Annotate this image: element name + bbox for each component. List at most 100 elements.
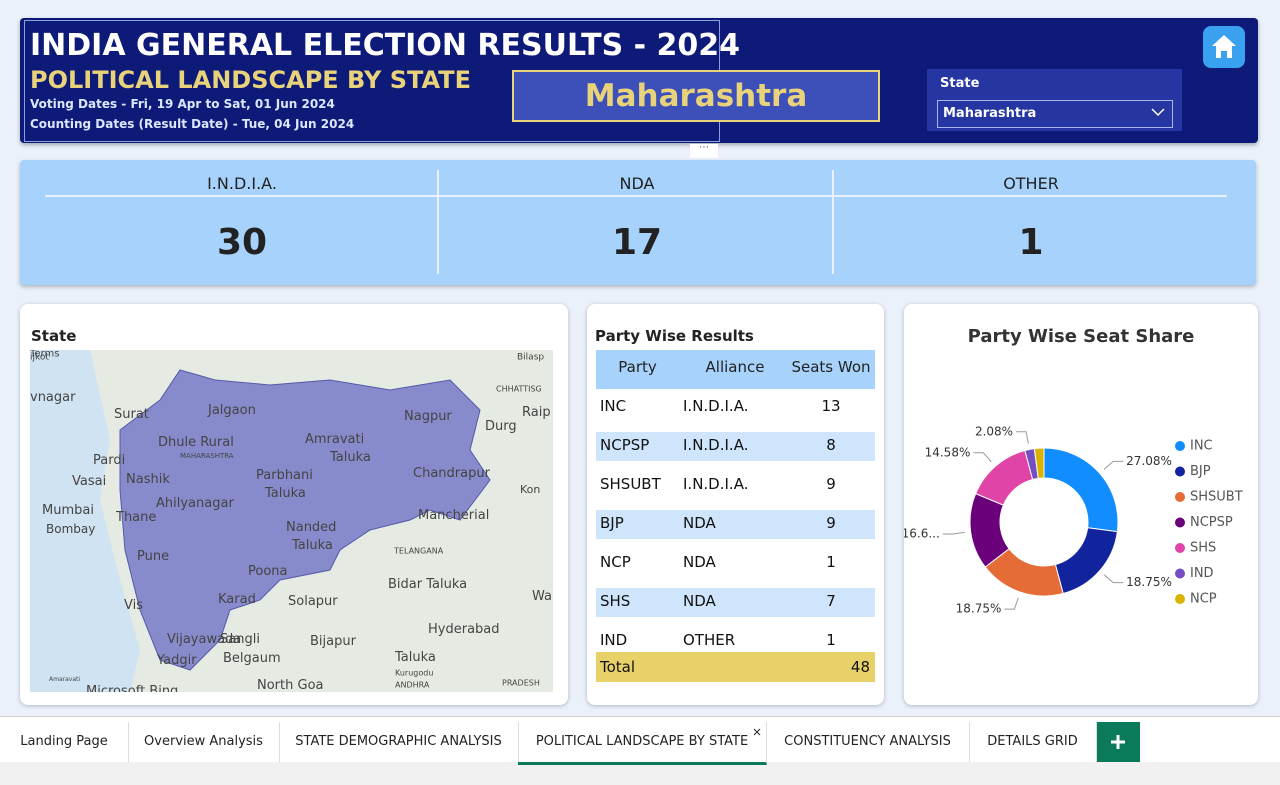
tab[interactable]: CONSTITUENCY ANALYSIS bbox=[766, 722, 970, 762]
data-label: 27.08% bbox=[1126, 454, 1172, 468]
legend-swatch bbox=[1175, 517, 1185, 528]
table-cell: NDA bbox=[683, 592, 716, 610]
legend-swatch bbox=[1175, 441, 1185, 451]
home-button[interactable] bbox=[1202, 25, 1246, 69]
table-cell: 9 bbox=[826, 514, 836, 532]
map-label: Nashik bbox=[126, 472, 170, 487]
map-label: Raip bbox=[522, 405, 551, 420]
table-cell: 9 bbox=[826, 475, 836, 493]
map-title: State bbox=[31, 327, 77, 345]
data-label: 18.75% bbox=[1126, 575, 1172, 589]
total-row bbox=[596, 652, 875, 682]
status-bar bbox=[0, 762, 1280, 785]
data-label: 16.6... bbox=[904, 526, 940, 540]
table-cell: BJP bbox=[600, 514, 624, 532]
total-value: 48 bbox=[850, 658, 870, 676]
map-label: Poona bbox=[248, 564, 288, 579]
map: ijkot Bilasp vnagar CHHATTISG Surat Jalgaon Na… bbox=[30, 350, 553, 692]
map-label: ANDHRA bbox=[395, 681, 430, 690]
table-cell: I.N.D.I.A. bbox=[683, 397, 749, 415]
legend-label: NCP bbox=[1190, 592, 1217, 607]
more-options[interactable]: ⋯ bbox=[690, 143, 718, 158]
leader-line bbox=[1103, 574, 1124, 584]
map-label: Warangal bbox=[532, 589, 553, 604]
map-label: Bidar Taluka bbox=[388, 577, 467, 592]
leader-line bbox=[973, 452, 992, 463]
kpi-label: OTHER bbox=[1003, 174, 1059, 193]
map-label: Vasai bbox=[72, 474, 106, 489]
selected-state: Maharashtra bbox=[512, 70, 880, 122]
tab-bar bbox=[0, 716, 1280, 763]
donut-slice bbox=[1054, 527, 1118, 595]
legend-label: INC bbox=[1190, 439, 1213, 454]
tab[interactable]: POLITICAL LANDSCAPE BY STATE bbox=[518, 722, 767, 765]
map-label: Ahilyanagar bbox=[156, 496, 234, 511]
column-header: Party bbox=[618, 358, 657, 376]
map-label: Amravati bbox=[305, 432, 364, 447]
map-label: Vijayawada bbox=[167, 632, 241, 647]
map-label: Durg bbox=[485, 419, 517, 434]
leader-line bbox=[1016, 431, 1029, 444]
title: INDIA GENERAL ELECTION RESULTS - 2024 bbox=[30, 28, 741, 63]
map-label: Vis bbox=[124, 598, 143, 613]
map-label: Terms bbox=[30, 350, 59, 359]
kpi-value: 30 bbox=[216, 222, 268, 263]
table-cell: NDA bbox=[683, 514, 716, 532]
legend-swatch bbox=[1175, 543, 1185, 553]
tab[interactable]: DETAILS GRID bbox=[969, 722, 1097, 762]
map-label: Kon bbox=[520, 483, 540, 496]
map-label: Taluka bbox=[329, 450, 371, 465]
kpi-value: 1 bbox=[1018, 222, 1044, 263]
column-header: Seats Won bbox=[791, 358, 871, 376]
map-label: Amaravati bbox=[49, 676, 80, 683]
kpi-rule bbox=[45, 195, 1227, 197]
legend-swatch bbox=[1175, 492, 1185, 502]
map-label: Sangli bbox=[220, 632, 260, 647]
slicer-dropdown[interactable] bbox=[937, 100, 1173, 128]
tab[interactable]: STATE DEMOGRAPHIC ANALYSIS bbox=[279, 722, 519, 762]
legend-swatch bbox=[1175, 568, 1185, 579]
map-label: Nanded bbox=[286, 520, 336, 535]
chart-title: Party Wise Seat Share bbox=[968, 326, 1195, 347]
row-band bbox=[596, 432, 875, 461]
map-label: Parbhani bbox=[256, 468, 313, 483]
table-cell: INC bbox=[600, 397, 627, 415]
tab[interactable]: Landing Page bbox=[0, 722, 129, 762]
table-cell: 1 bbox=[826, 553, 836, 571]
slicer-value: Maharashtra bbox=[943, 106, 1037, 121]
add-tab[interactable] bbox=[1096, 722, 1140, 762]
leader-line bbox=[1004, 597, 1019, 610]
map-label: Taluka bbox=[394, 650, 436, 665]
kpi-strip bbox=[20, 160, 1256, 285]
table-cell: 7 bbox=[826, 592, 836, 610]
donut-slice bbox=[974, 449, 1034, 506]
map-label: Pune bbox=[137, 549, 169, 564]
table-cell: OTHER bbox=[683, 631, 736, 649]
map-label: PRADESH bbox=[502, 679, 540, 688]
dropdown-arrow bbox=[1151, 108, 1165, 117]
leader-line bbox=[1103, 460, 1124, 470]
map-label: Yadgir bbox=[156, 653, 197, 668]
donut-slice bbox=[1043, 447, 1119, 533]
map-label: Belgaum bbox=[223, 651, 281, 666]
map-label: Bilasp bbox=[517, 353, 544, 363]
total-label: Total bbox=[600, 658, 636, 676]
kpi-label: NDA bbox=[619, 174, 655, 193]
kpi-divider bbox=[437, 170, 439, 274]
legend-label: IND bbox=[1190, 566, 1214, 581]
counting-dates: Counting Dates (Result Date) - Tue, 04 J… bbox=[30, 117, 355, 131]
kpi-value: 17 bbox=[611, 222, 663, 263]
legend-swatch bbox=[1175, 594, 1185, 604]
close-tab[interactable] bbox=[752, 727, 762, 737]
data-label: 18.75% bbox=[956, 602, 1002, 616]
tab[interactable]: Overview Analysis bbox=[128, 722, 280, 762]
data-label: 2.08% bbox=[975, 424, 1013, 438]
kpi-divider bbox=[832, 170, 834, 274]
map-label: North Goa bbox=[257, 678, 324, 692]
map-label: vnagar bbox=[30, 390, 76, 405]
column-header: Alliance bbox=[705, 358, 765, 376]
leader-line bbox=[942, 531, 965, 535]
subtitle: POLITICAL LANDSCAPE BY STATE bbox=[30, 66, 472, 94]
voting-dates: Voting Dates - Fri, 19 Apr to Sat, 01 Ju… bbox=[30, 97, 335, 111]
